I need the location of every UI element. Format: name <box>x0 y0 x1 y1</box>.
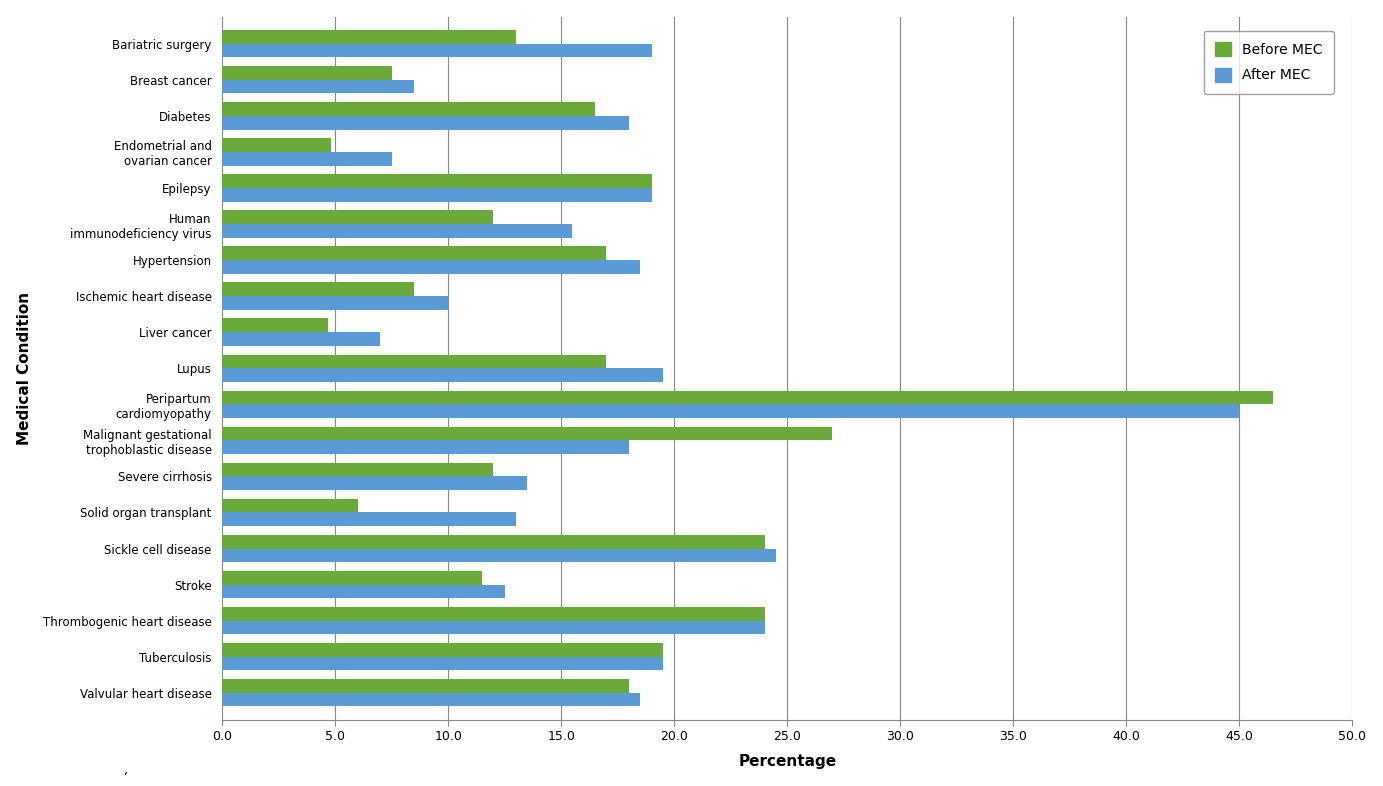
Bar <box>223 260 640 274</box>
Y-axis label: Medical Condition: Medical Condition <box>17 292 32 445</box>
Text: ,: , <box>124 764 129 777</box>
Bar <box>223 152 391 166</box>
Bar <box>223 549 776 562</box>
Bar <box>223 354 606 368</box>
Bar <box>223 391 1274 404</box>
Bar <box>223 138 331 152</box>
Bar <box>223 585 505 598</box>
Bar <box>223 296 448 310</box>
Bar <box>223 44 651 57</box>
Bar <box>223 607 765 621</box>
Bar <box>223 188 651 202</box>
Bar <box>223 643 662 657</box>
Bar <box>223 657 662 670</box>
Bar <box>223 368 662 382</box>
Bar <box>223 116 629 130</box>
Bar <box>223 404 1239 418</box>
Bar <box>223 66 391 79</box>
Bar <box>223 318 328 332</box>
Bar <box>223 79 415 94</box>
Bar <box>223 679 629 692</box>
Bar <box>223 499 358 512</box>
Legend: Before MEC, After MEC: Before MEC, After MEC <box>1203 31 1335 94</box>
Bar <box>223 211 494 224</box>
Bar <box>223 174 651 188</box>
Bar <box>223 621 765 634</box>
Bar <box>223 246 606 260</box>
Bar <box>223 534 765 549</box>
Bar <box>223 102 595 116</box>
Bar <box>223 224 573 237</box>
Bar <box>223 30 516 44</box>
X-axis label: Percentage: Percentage <box>739 755 837 769</box>
Bar <box>223 463 494 476</box>
Bar <box>223 571 483 585</box>
Bar <box>223 512 516 526</box>
Bar <box>223 427 833 440</box>
Bar <box>223 332 380 346</box>
Bar <box>223 282 415 296</box>
Bar <box>223 440 629 454</box>
Bar <box>223 692 640 707</box>
Bar <box>223 476 527 490</box>
